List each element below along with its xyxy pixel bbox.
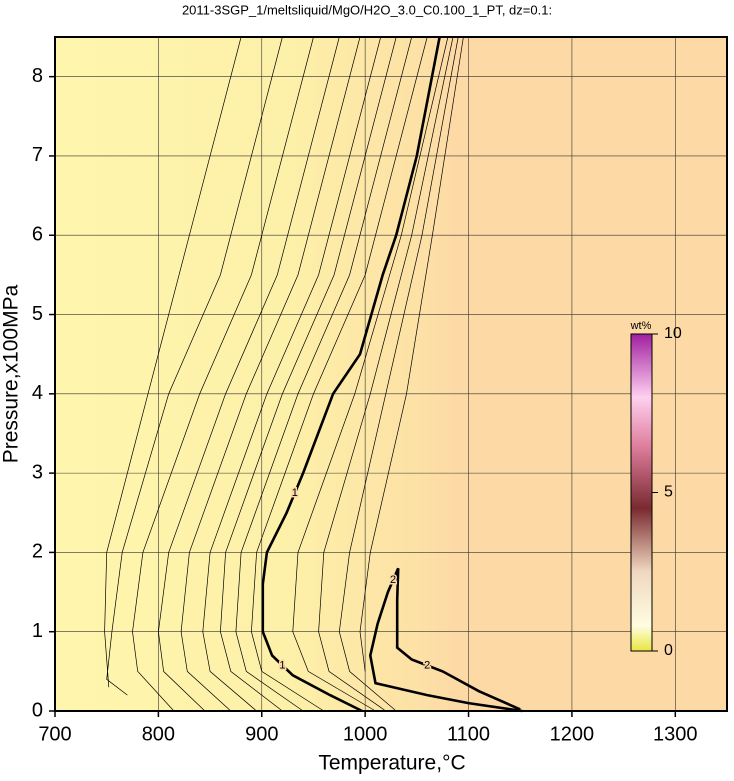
contour-line	[202, 36, 382, 712]
contour-label: 2	[424, 659, 430, 671]
y-tick-label: 0	[32, 699, 43, 721]
y-tick-label: 5	[32, 303, 43, 325]
x-tick-label: 1200	[550, 723, 595, 745]
colorbar-label: wt%	[630, 320, 652, 332]
contour-line	[338, 36, 459, 712]
y-tick-label: 2	[32, 541, 43, 563]
y-tick-label: 1	[32, 620, 43, 642]
x-tick-label: 800	[142, 723, 175, 745]
colorbar-tick-label: 10	[664, 325, 682, 342]
contour-label: 1	[292, 487, 298, 499]
plot-background	[55, 37, 727, 711]
x-tick-label: 1100	[447, 723, 490, 745]
contour-line	[158, 36, 340, 712]
colorbar-tick-label: 5	[664, 484, 673, 501]
contour-line	[220, 36, 397, 712]
contour-label: 1	[279, 659, 285, 671]
x-tick-label: 1300	[653, 723, 698, 745]
x-axis-label: Temperature,°C	[318, 752, 465, 775]
contour-line-major	[368, 567, 523, 713]
contour-line	[104, 36, 242, 688]
y-tick-label: 6	[32, 224, 43, 246]
contour-line	[132, 36, 314, 712]
contour-line-major	[261, 36, 441, 713]
y-tick-label: 4	[32, 382, 43, 404]
y-tick-label: 7	[32, 144, 43, 166]
contour-line	[359, 36, 464, 672]
colorbar-tick-label: 0	[664, 642, 673, 659]
contour-line	[318, 36, 454, 712]
colorbar	[630, 333, 653, 652]
x-tick-label: 900	[245, 723, 278, 745]
y-tick-label: 3	[32, 461, 43, 483]
x-tick-label: 1000	[343, 723, 388, 745]
contour-line	[106, 36, 283, 696]
contour-line	[251, 36, 428, 712]
contour-line	[292, 36, 449, 712]
contour-line	[235, 36, 413, 712]
contour-label: 2	[390, 574, 396, 586]
y-tick-label: 8	[32, 65, 43, 87]
chart-title: 2011-3SGP_1/meltsliquid/MgO/H2O_3.0_C0.1…	[182, 2, 552, 17]
contour-line	[180, 36, 361, 712]
plot-frame	[54, 36, 728, 712]
x-tick-label: 700	[38, 723, 71, 745]
y-axis-label: Pressure,x100MPa	[0, 284, 23, 463]
